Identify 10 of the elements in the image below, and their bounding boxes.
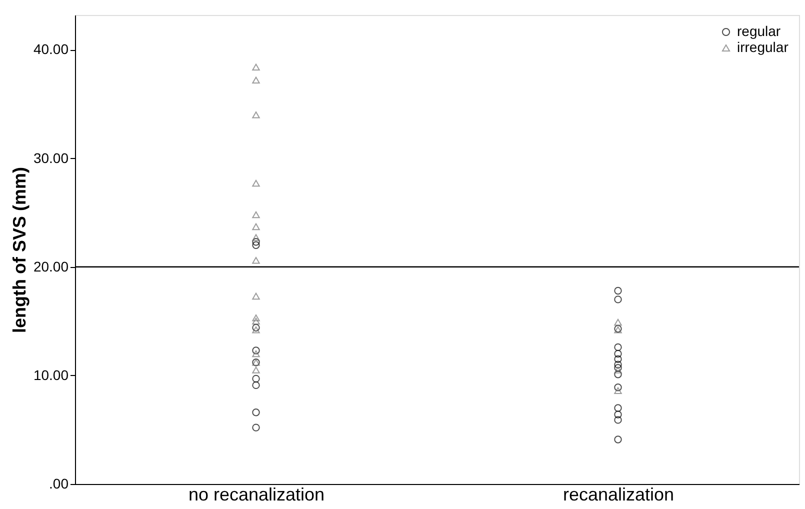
y-tick-label: 30.00: [33, 150, 69, 166]
legend-label: irregular: [737, 39, 789, 55]
y-tick-label: 40.00: [33, 41, 69, 58]
y-tick-label: .00: [49, 476, 69, 492]
x-tick-label: recanalization: [562, 484, 674, 504]
x-tick-label: no recanalization: [188, 484, 325, 504]
y-tick-label: 20.00: [33, 258, 69, 274]
y-tick-label: 10.00: [33, 366, 69, 383]
y-axis-title: length of SVS (mm): [9, 166, 30, 333]
legend-label: regular: [737, 23, 781, 39]
